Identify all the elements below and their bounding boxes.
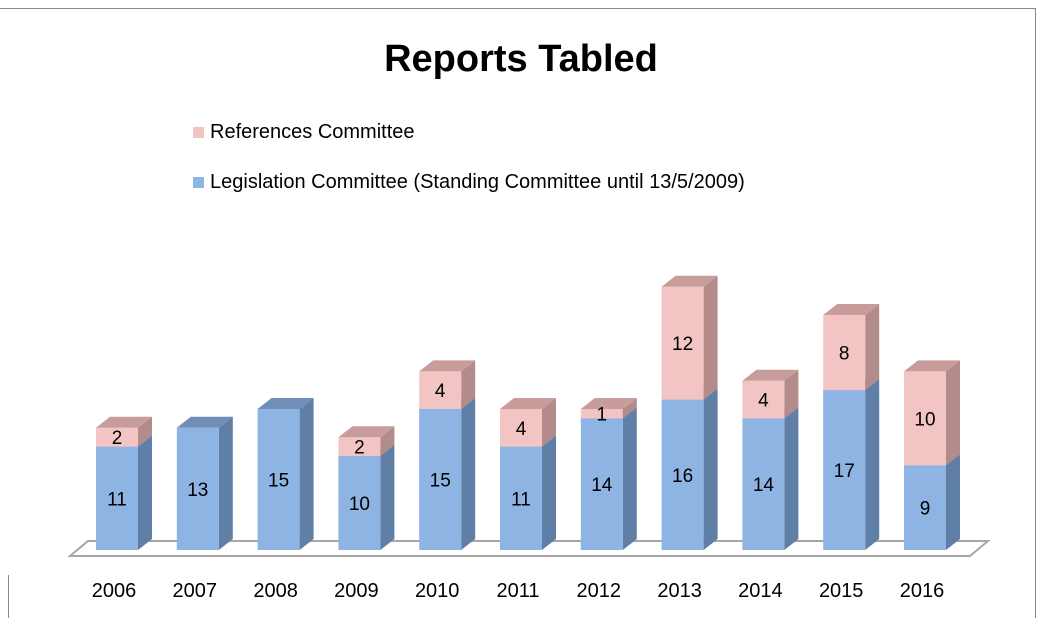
x-tick-label-2015: 2015: [819, 580, 864, 602]
bar-top-references-2011: [500, 398, 556, 409]
bar-references-2009: [338, 437, 381, 456]
bar-top-references-2014: [742, 369, 799, 381]
bar-legislation-2009: [338, 456, 381, 550]
x-tick-label-2012: 2012: [577, 580, 622, 602]
legend-label-references: References Committee: [210, 120, 415, 143]
bar-side-legislation-2006: [138, 435, 152, 550]
bar-references-2006: [96, 427, 138, 447]
bar-top-references-2009: [338, 426, 395, 438]
legend-item-references: References Committee: [193, 118, 745, 146]
data-label-legislation-2011: 11: [511, 489, 531, 510]
data-label-references-2009: 2: [354, 438, 365, 459]
bar-side-legislation-2016: [946, 454, 960, 550]
bar-side-legislation-2010: [461, 398, 476, 550]
bar-side-legislation-2012: [622, 407, 637, 550]
bar-legislation-2015: [823, 390, 866, 550]
bar-side-legislation-2015: [865, 379, 880, 550]
x-tick-label-2016: 2016: [900, 580, 945, 602]
bar-top-references-2006: [96, 416, 152, 428]
data-label-legislation-2012: 14: [591, 475, 613, 496]
bar-side-references-2013: [703, 275, 718, 400]
x-tick-label-2007: 2007: [173, 580, 218, 602]
bar-side-legislation-2007: [218, 416, 233, 550]
bar-legislation-2012: [580, 418, 623, 550]
bar-side-references-2015: [865, 304, 880, 391]
bar-side-references-2006: [138, 416, 152, 447]
bar-references-2010: [419, 371, 462, 409]
bar-side-references-2011: [542, 398, 556, 447]
bar-references-2013: [661, 286, 704, 400]
data-label-references-2006: 2: [112, 428, 123, 449]
bar-side-references-2010: [461, 360, 476, 409]
x-tick-label-2014: 2014: [738, 580, 783, 602]
data-label-references-2016: 10: [914, 409, 935, 430]
bar-legislation-2013: [661, 399, 704, 550]
x-tick-label-2013: 2013: [657, 580, 702, 602]
bar-side-legislation-2014: [784, 407, 799, 550]
bar-top-references-2013: [661, 275, 718, 287]
data-label-legislation-2009: 10: [349, 494, 370, 515]
bar-top-references-2010: [419, 360, 476, 372]
bar-references-2012: [580, 409, 623, 419]
data-label-references-2014: 4: [758, 391, 769, 412]
bar-side-legislation-2013: [703, 388, 718, 550]
bar-top-references-2015: [823, 304, 880, 315]
bar-legislation-2006: [96, 446, 138, 550]
bar-references-2011: [500, 409, 542, 447]
bar-side-legislation-2011: [542, 435, 556, 550]
data-label-references-2013: 12: [672, 334, 693, 355]
bar-top-references-2016: [904, 360, 960, 372]
bar-references-2016: [904, 371, 946, 466]
legend-swatch-legislation: [193, 176, 204, 188]
data-label-legislation-2007: 13: [187, 480, 208, 501]
bar-side-legislation-2009: [380, 445, 395, 550]
frame-border-top: [0, 8, 1036, 9]
legend-swatch-references: [193, 126, 204, 138]
bar-legislation-2014: [742, 418, 785, 550]
x-tick-label-2006: 2006: [92, 580, 137, 602]
legend-label-legislation: Legislation Committee (Standing Committe…: [210, 170, 745, 193]
bar-side-references-2012: [622, 398, 637, 419]
bar-top-legislation-2008: [257, 398, 314, 409]
bar-side-references-2014: [784, 369, 799, 419]
frame-border-left: [8, 575, 9, 618]
bar-references-2014: [742, 380, 785, 419]
bar-side-legislation-2008: [299, 398, 314, 550]
data-label-legislation-2008: 15: [268, 471, 289, 492]
frame-border-right: [1035, 8, 1036, 618]
bar-legislation-2011: [500, 446, 542, 550]
data-label-legislation-2015: 17: [834, 461, 855, 482]
x-tick-label-2009: 2009: [334, 580, 379, 602]
data-label-references-2011: 4: [516, 419, 527, 440]
chart-title: Reports Tabled: [384, 38, 658, 80]
bar-references-2015: [823, 315, 866, 391]
data-label-legislation-2013: 16: [672, 466, 693, 487]
data-label-references-2010: 4: [435, 381, 446, 402]
data-label-legislation-2010: 15: [430, 471, 451, 492]
chart-legend: References Committee Legislation Committ…: [193, 118, 745, 218]
bar-side-references-2016: [946, 360, 960, 466]
data-label-references-2012: 1: [597, 405, 608, 426]
legend-item-legislation: Legislation Committee (Standing Committe…: [193, 168, 745, 196]
bar-legislation-2007: [176, 427, 219, 550]
x-tick-label-2011: 2011: [496, 580, 539, 602]
bar-legislation-2016: [904, 465, 946, 550]
bar-side-references-2009: [380, 426, 395, 456]
data-label-references-2015: 8: [839, 344, 850, 365]
bar-legislation-2010: [419, 409, 462, 550]
data-label-legislation-2014: 14: [753, 475, 775, 496]
x-tick-label-2008: 2008: [253, 580, 298, 602]
x-tick-label-2010: 2010: [415, 580, 460, 602]
bar-top-references-2012: [580, 398, 637, 409]
data-label-legislation-2016: 9: [920, 499, 931, 520]
bar-legislation-2008: [257, 409, 300, 550]
data-label-legislation-2006: 11: [107, 489, 127, 510]
bar-top-legislation-2007: [176, 416, 233, 428]
